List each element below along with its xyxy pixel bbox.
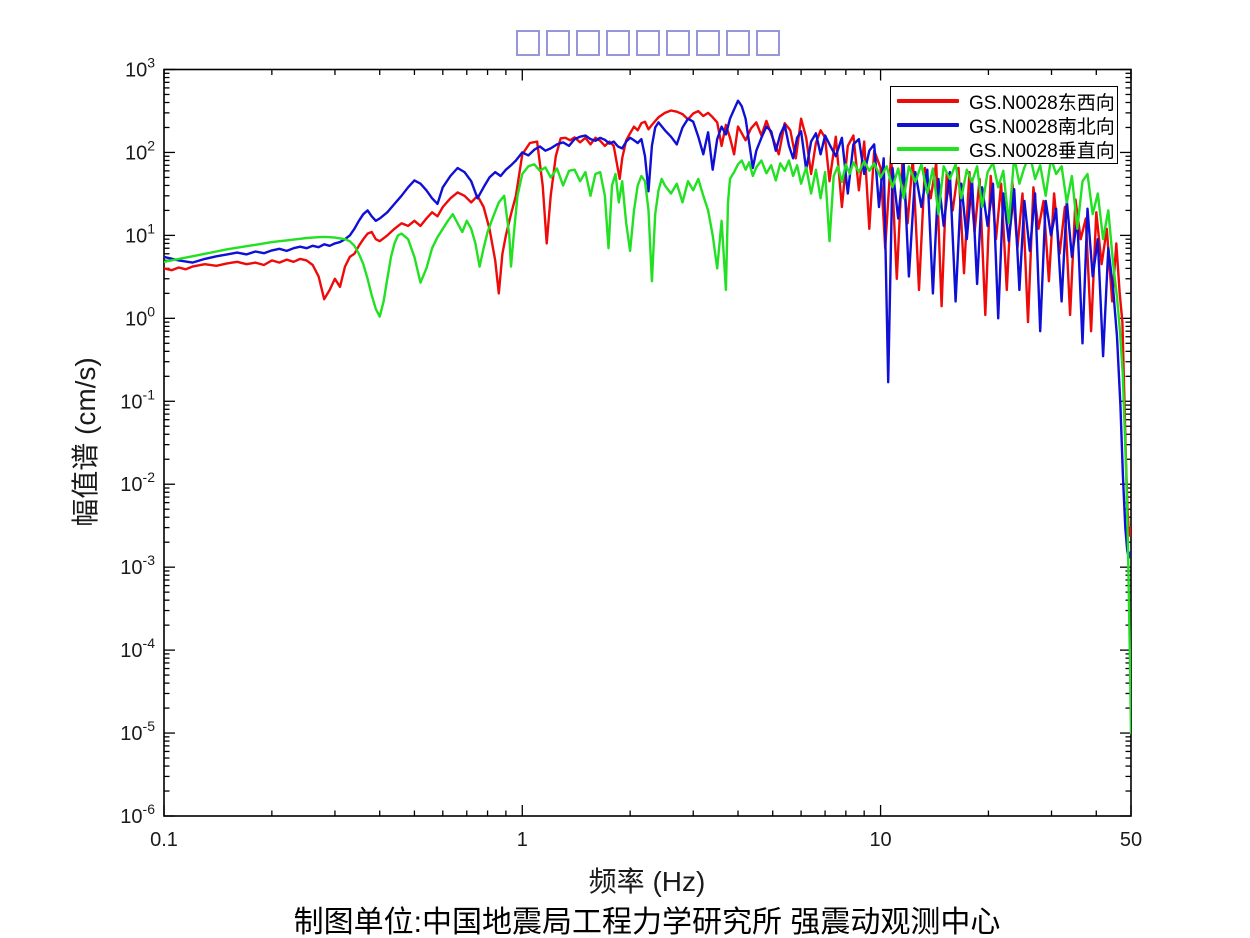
x-tick-label: 10 xyxy=(869,829,891,851)
legend: GS.N0028东西向 GS.N0028南北向 GS.N0028垂直向 xyxy=(890,86,1118,164)
axis-ticks xyxy=(163,68,1132,817)
title-missing-glyph-box xyxy=(515,30,540,56)
series-line-0 xyxy=(164,109,1131,537)
legend-label: GS.N0028南北向 xyxy=(969,116,1115,138)
y-tick-label: 10-4 xyxy=(120,635,155,662)
series-line-1 xyxy=(164,99,1131,559)
legend-entry-vertical: GS.N0028垂直向 xyxy=(897,137,1115,162)
y-tick-label: 10-5 xyxy=(120,718,155,745)
chart-title xyxy=(164,28,1131,58)
legend-line-blue xyxy=(897,123,959,127)
title-missing-glyph-box xyxy=(725,30,750,56)
legend-entry-north-south: GS.N0028南北向 xyxy=(897,113,1115,138)
y-tick-label: 103 xyxy=(125,55,155,82)
legend-line-green xyxy=(897,147,959,151)
legend-label: GS.N0028东西向 xyxy=(969,92,1115,114)
axes-box xyxy=(163,68,1132,817)
title-missing-glyph-box xyxy=(635,30,660,56)
y-tick-label: 10-1 xyxy=(120,386,155,413)
series-line-2 xyxy=(164,153,1131,735)
x-tick-label: 1 xyxy=(517,829,528,851)
title-missing-glyph-box xyxy=(665,30,690,56)
title-missing-glyph-box xyxy=(605,30,630,56)
title-missing-glyph-box xyxy=(755,30,780,56)
legend-label: GS.N0028垂直向 xyxy=(969,140,1115,162)
y-tick-labels: 103 102 101 100 10-1 10-2 10-3 10-4 10-5 10-6 xyxy=(120,55,155,829)
x-tick-label: 0.1 xyxy=(150,829,178,851)
y-tick-label: 10-6 xyxy=(120,801,155,828)
y-axis-label: 幅值谱 (cm/s) xyxy=(70,357,101,527)
legend-line-red xyxy=(897,99,959,103)
x-axis-label: 频率 (Hz) xyxy=(588,866,706,897)
title-missing-glyph-box xyxy=(545,30,570,56)
caption: 制图单位:中国地震局工程力学研究所 强震动观测中心 xyxy=(293,906,1001,938)
y-tick-label: 101 xyxy=(125,220,155,247)
y-tick-label: 100 xyxy=(125,303,155,330)
y-tick-label: 10-2 xyxy=(120,469,155,496)
y-tick-label: 102 xyxy=(125,137,155,164)
series-group xyxy=(164,99,1131,735)
x-tick-label: 50 xyxy=(1120,829,1142,851)
x-tick-labels: 0.1 1 10 50 xyxy=(150,829,1142,851)
y-tick-label: 10-3 xyxy=(120,552,155,579)
title-missing-glyph-box xyxy=(695,30,720,56)
legend-entry-east-west: GS.N0028东西向 xyxy=(897,89,1115,114)
title-missing-glyph-box xyxy=(575,30,600,56)
